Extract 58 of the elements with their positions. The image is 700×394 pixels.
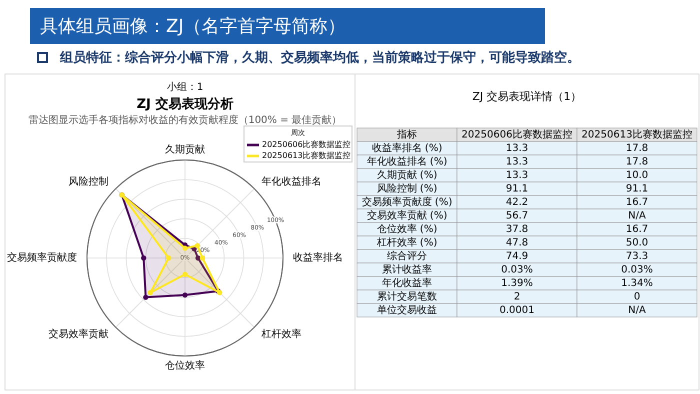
- text: 47.8: [506, 237, 528, 248]
- category-label: 年化收益率: [382, 278, 432, 289]
- text: 组员特征：综合评分小幅下滑，久期、交易频率均低，当前策略过于保守，可能导致踏空。: [59, 50, 580, 66]
- text: 1.34%: [621, 278, 653, 289]
- text: N/A: [628, 304, 646, 316]
- category-label: 累计交易笔数: [377, 291, 437, 302]
- category-label: 交易效率贡献 (%): [366, 210, 448, 222]
- spoke-label: 收益率排名: [293, 252, 343, 264]
- spoke-label: 仓位效率: [165, 360, 205, 372]
- text: 1.39%: [501, 278, 533, 289]
- text: 91.1: [506, 183, 528, 194]
- text: 0.03%: [501, 264, 533, 276]
- category-label: 年化收益排名 (%): [366, 156, 448, 168]
- text: 50.0: [626, 237, 648, 248]
- text: 16.7: [626, 196, 648, 208]
- category-label: 久期贡献 (%): [376, 170, 438, 181]
- chart-subtitle: 雷达图显示选手各项指标对收益的有效贡献程度（100% = 最佳贡献）: [28, 114, 342, 126]
- text: 73.3: [626, 250, 648, 262]
- category-label: 收益率排名 (%): [372, 142, 442, 154]
- text: ZJ 交易表现详情（1）: [472, 90, 582, 103]
- text: 0: [634, 291, 640, 302]
- legend-label: 20250606比赛数据监控: [262, 140, 351, 150]
- text: 56.7: [506, 210, 528, 222]
- spoke-label: 杠杆效率: [260, 328, 302, 340]
- text: 17.8: [626, 142, 648, 154]
- text: 小组：1: [166, 81, 204, 93]
- text: 16.7: [626, 224, 648, 235]
- category-label: 20250613比赛数据监控: [582, 128, 692, 140]
- spoke-label: 久期贡献: [165, 144, 205, 156]
- chart-title: ZJ 交易表现分析: [136, 96, 234, 112]
- text: N/A: [628, 210, 646, 222]
- category-label: 杠杆效率 (%): [376, 237, 438, 248]
- category-label: 交易频率贡献度 (%): [362, 196, 452, 208]
- category-label: 仓位效率 (%): [376, 224, 438, 235]
- text: 37.8: [506, 224, 528, 235]
- spoke-label: 交易频率贡献度: [7, 252, 77, 264]
- text: 74.9: [506, 250, 528, 262]
- spoke-label: 年化收益排名: [261, 175, 322, 188]
- text: 91.1: [626, 183, 648, 194]
- text: 13.3: [506, 156, 528, 168]
- text: 具体组员画像：ZJ（名字首字母简称）: [40, 16, 346, 37]
- category-label: 20250606比赛数据监控: [462, 128, 572, 140]
- text: 10.0: [626, 170, 648, 181]
- spoke-label: 风险控制: [68, 175, 109, 188]
- category-label: 指标: [396, 128, 417, 140]
- legend-label: 20250613比赛数据监控: [262, 151, 351, 160]
- text: 2: [514, 291, 520, 302]
- category-label: 风险控制 (%): [376, 183, 438, 194]
- text: 0.03%: [621, 264, 653, 276]
- text: 17.8: [626, 156, 648, 168]
- category-label: 综合评分: [387, 250, 427, 262]
- spoke-label: 交易效率贡献: [48, 328, 109, 340]
- text: 0.0001: [500, 304, 534, 316]
- text: 13.3: [506, 170, 528, 181]
- category-label: 单位交易收益: [377, 304, 437, 316]
- text: 13.3: [506, 142, 528, 154]
- text: 42.2: [506, 196, 528, 208]
- category-label: 累计收益率: [382, 264, 432, 276]
